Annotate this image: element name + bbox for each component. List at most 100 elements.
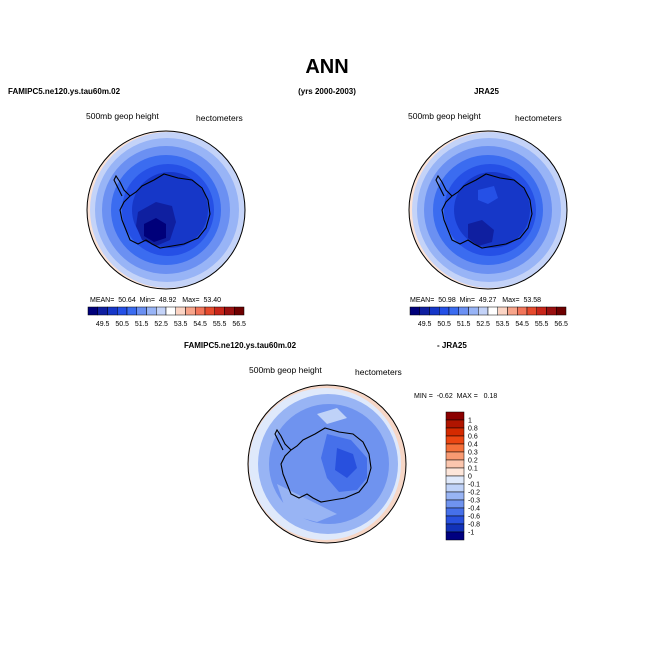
- panel1-colorbar-swatch: [175, 306, 186, 316]
- panel2-colorbar-swatch: [468, 306, 479, 316]
- panel2-min-value: 49.27: [478, 297, 497, 304]
- panel1-colorbar: 49.5 50.5 51.5 52.5 53.5 54.5 55.5 56.5: [87, 306, 246, 328]
- panel2-colorbar-tick: 49.5: [418, 321, 432, 328]
- panel3-colorbar-tick: -0.4: [468, 506, 480, 513]
- panel2-colorbar-swatch: [556, 306, 567, 316]
- panel2-antarctica-coastline: [441, 173, 533, 249]
- panel1-map-boundary: [86, 130, 246, 290]
- panel1-peninsula-coastline: [113, 174, 131, 197]
- panel1-mean-label: MEAN=: [90, 297, 115, 304]
- panel3-colorbar-swatch: [445, 523, 465, 533]
- panel1-colorbar-tick: 49.5: [96, 321, 110, 328]
- panel3-field-patch: [277, 484, 337, 522]
- panel3-antarctica-coastline: [280, 427, 372, 503]
- panel1-max-value: 53.40: [203, 297, 221, 304]
- panel2-stats: MEAN= 50.98 Min= 49.27 Max= 53.58: [410, 297, 541, 304]
- panel3-colorbar-swatch: [445, 411, 465, 421]
- diff-obs-header: - JRA25: [437, 341, 467, 350]
- panel3-colorbar-tick: 0: [468, 474, 472, 481]
- panel2-peninsula-coastline: [435, 174, 453, 197]
- panel1-colorbar-swatch: [117, 306, 128, 316]
- panel3-max-label: MAX =: [456, 393, 478, 400]
- panel3-colorbar-tick: 0.8: [468, 426, 478, 433]
- panel2-colorbar-swatch: [517, 306, 528, 316]
- panel3-field-patch: [335, 448, 357, 478]
- panel2-colorbar-tick: 50.5: [437, 321, 451, 328]
- panel2-field-patch: [478, 186, 498, 204]
- panel1-colorbar-swatch: [136, 306, 147, 316]
- panel2-colorbar-swatch: [409, 306, 420, 316]
- panel3-colorbar-swatch: [445, 491, 465, 501]
- panel3-colorbar: 10.80.60.40.30.20.10-0.1-0.2-0.3-0.4-0.6…: [445, 411, 480, 541]
- panel1-colorbar-swatch: [195, 306, 206, 316]
- panel3-colorbar-swatch: [445, 515, 465, 525]
- panel1-colorbar-tick: 52.5: [154, 321, 168, 328]
- panel3-field-patch: [317, 408, 347, 424]
- panel2-min-label: Min=: [459, 297, 475, 304]
- panel3-colorbar-tick: -0.8: [468, 522, 480, 529]
- panel1-stats: MEAN= 50.64 Min= 48.92 Max= 53.40: [90, 297, 221, 304]
- panel3-colorbar-tick: -0.3: [468, 498, 480, 505]
- panel1-colorbar-swatch: [204, 306, 215, 316]
- panel1-field-patch: [144, 218, 166, 242]
- panel3-colorbar-tick: -1: [468, 530, 474, 537]
- panel1-colorbar-tick: 55.5: [213, 321, 227, 328]
- panel3-stats: MIN = -0.62 MAX = 0.18: [414, 393, 497, 400]
- panel2-map: [408, 130, 568, 290]
- panel3-map: [247, 384, 407, 544]
- panel1-units-label: hectometers: [196, 113, 243, 123]
- panel3-map-boundary: [247, 384, 407, 544]
- panel2-colorbar-tick: 54.5: [515, 321, 529, 328]
- panel3-colorbar-swatch: [445, 499, 465, 509]
- panel3-colorbar-tick: 0.1: [468, 466, 478, 473]
- panel3-colorbar-swatch: [445, 435, 465, 445]
- panel3-peninsula-coastline: [274, 428, 292, 451]
- panel2-variable-label: 500mb geop height: [408, 111, 481, 121]
- panel1-colorbar-swatch: [156, 306, 167, 316]
- panel1-map: [86, 130, 246, 290]
- panel1-colorbar-swatch: [107, 306, 118, 316]
- panel3-colorbar-swatch: [445, 507, 465, 517]
- panel2-colorbar-swatch: [526, 306, 537, 316]
- panel2-colorbar-tick: 51.5: [457, 321, 471, 328]
- panel2-colorbar-swatch: [448, 306, 459, 316]
- model-case-header: FAMIPC5.ne120.ys.tau60m.02: [8, 87, 121, 96]
- panel3-min-label: MIN =: [414, 393, 433, 400]
- panel1-colorbar-tick: 54.5: [193, 321, 207, 328]
- figure-title: ANN: [305, 56, 349, 78]
- panel3-colorbar-tick: 0.4: [468, 442, 478, 449]
- panel1-colorbar-swatch: [87, 306, 98, 316]
- panel2-colorbar-swatch: [419, 306, 430, 316]
- panel1-min-value: 48.92: [158, 297, 177, 304]
- panel3-variable-label: 500mb geop height: [249, 365, 322, 375]
- panel1-colorbar-swatch: [146, 306, 157, 316]
- panel1-colorbar-swatch: [185, 306, 196, 316]
- panel3-colorbar-swatch: [445, 427, 465, 437]
- panel3-colorbar-tick: -0.1: [468, 482, 480, 489]
- panel1-mean-value: 50.64: [118, 297, 136, 304]
- panel3-colorbar-tick: 0.2: [468, 458, 478, 465]
- panel3-colorbar-swatch: [445, 459, 465, 469]
- panel3-colorbar-tick: 0.6: [468, 434, 478, 441]
- panel2-units-label: hectometers: [515, 113, 562, 123]
- panel1-colorbar-tick: 56.5: [232, 321, 246, 328]
- panel3-min-value: -0.62: [436, 393, 453, 400]
- panel3-colorbar-tick: 0.3: [468, 450, 478, 457]
- panel2-colorbar-swatch: [478, 306, 489, 316]
- panel2-colorbar-tick: 53.5: [496, 321, 510, 328]
- panel1-colorbar-swatch: [224, 306, 235, 316]
- panel2-mean-value: 50.98: [438, 297, 456, 304]
- panel2-map-boundary: [408, 130, 568, 290]
- panel2-colorbar-swatch: [507, 306, 518, 316]
- panel3-colorbar-swatch: [445, 467, 465, 477]
- panel3-colorbar-tick: -0.6: [468, 514, 480, 521]
- panel1-antarctica-coastline: [119, 173, 211, 249]
- diff-model-header: FAMIPC5.ne120.ys.tau60m.02: [184, 341, 297, 350]
- panel2-field-patch: [468, 220, 494, 246]
- panel3-colorbar-swatch: [445, 531, 465, 541]
- panel1-variable-label: 500mb geop height: [86, 111, 159, 121]
- panel3-colorbar-tick: 1: [468, 418, 472, 425]
- panel3-colorbar-swatch: [445, 443, 465, 453]
- panel2-colorbar-swatch: [546, 306, 557, 316]
- panel1-colorbar-swatch: [97, 306, 108, 316]
